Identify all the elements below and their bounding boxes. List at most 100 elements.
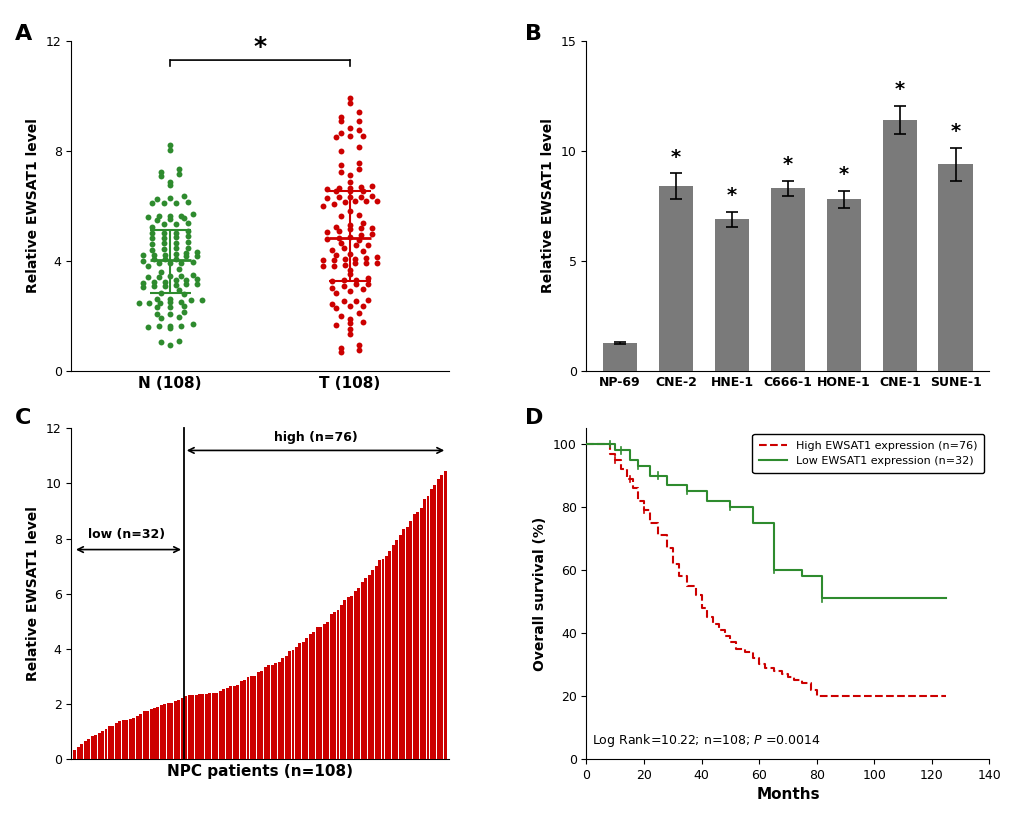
Point — [319, 226, 335, 239]
Bar — [658, 186, 693, 371]
Point — [328, 248, 344, 261]
Point — [180, 229, 197, 242]
Bar — [351, 596, 353, 759]
Bar — [267, 665, 270, 759]
Point — [360, 238, 376, 251]
Bar — [250, 676, 253, 759]
Bar — [98, 733, 101, 759]
Bar — [388, 551, 391, 759]
Point — [364, 227, 380, 240]
Point — [332, 309, 348, 322]
Point — [168, 242, 184, 255]
Bar — [312, 632, 315, 759]
Point — [346, 195, 363, 208]
Point — [175, 288, 192, 301]
Point — [175, 299, 192, 313]
Point — [189, 273, 205, 286]
Point — [184, 268, 201, 282]
Bar — [132, 717, 136, 759]
Point — [171, 310, 187, 323]
Point — [135, 277, 151, 290]
Point — [153, 265, 169, 278]
Bar — [443, 472, 446, 759]
Point — [341, 322, 358, 335]
Point — [332, 111, 348, 124]
Point — [180, 196, 197, 209]
Bar — [225, 688, 228, 759]
Bar — [714, 220, 749, 371]
Bar — [305, 638, 308, 759]
Bar — [881, 120, 916, 371]
Point — [332, 126, 348, 140]
Bar — [413, 514, 415, 759]
Point — [144, 243, 160, 256]
Bar — [260, 672, 263, 759]
Bar — [219, 691, 221, 759]
Bar — [364, 578, 367, 759]
Point — [167, 278, 183, 291]
Bar — [264, 667, 267, 759]
Bar — [239, 681, 243, 759]
Bar — [299, 643, 301, 759]
Bar — [316, 628, 318, 759]
Bar — [395, 540, 398, 759]
Point — [353, 180, 369, 193]
Text: *: * — [950, 122, 960, 141]
Point — [144, 197, 160, 210]
Point — [330, 232, 346, 245]
Point — [364, 189, 380, 202]
Point — [162, 178, 178, 191]
Bar — [156, 707, 159, 759]
Point — [341, 130, 358, 143]
Bar — [270, 664, 273, 759]
Point — [162, 143, 178, 156]
Bar — [384, 556, 387, 759]
Point — [341, 317, 358, 330]
Point — [341, 268, 358, 281]
X-axis label: Months: Months — [755, 787, 819, 802]
Point — [347, 295, 364, 308]
Point — [332, 115, 348, 128]
Bar — [343, 600, 346, 759]
Point — [341, 175, 358, 188]
Point — [355, 184, 371, 197]
Point — [351, 208, 367, 221]
Point — [328, 131, 344, 144]
Point — [355, 299, 371, 313]
Text: A: A — [15, 24, 33, 45]
Point — [336, 196, 353, 209]
Bar — [247, 677, 250, 759]
Point — [157, 248, 173, 261]
Bar — [319, 628, 322, 759]
Bar — [391, 545, 394, 759]
Point — [156, 218, 172, 231]
Point — [178, 278, 195, 291]
Point — [364, 180, 380, 193]
Point — [332, 166, 348, 179]
Bar — [81, 744, 84, 759]
Bar — [125, 720, 128, 759]
Text: C: C — [15, 408, 32, 428]
Point — [341, 169, 358, 182]
Point — [351, 306, 367, 319]
Bar — [101, 731, 104, 759]
Bar — [235, 685, 238, 759]
Point — [149, 300, 165, 313]
Point — [328, 318, 344, 331]
Point — [351, 233, 367, 246]
Point — [341, 312, 358, 325]
Bar — [440, 475, 443, 759]
Point — [172, 295, 189, 308]
Point — [369, 256, 385, 269]
Bar — [336, 610, 339, 759]
Bar — [91, 736, 94, 759]
Point — [144, 227, 160, 240]
Point — [328, 184, 344, 197]
Point — [178, 250, 195, 263]
Bar — [430, 489, 432, 759]
Point — [149, 193, 165, 206]
Point — [319, 191, 335, 204]
Bar — [287, 651, 290, 759]
Point — [149, 213, 165, 226]
Point — [130, 297, 147, 310]
